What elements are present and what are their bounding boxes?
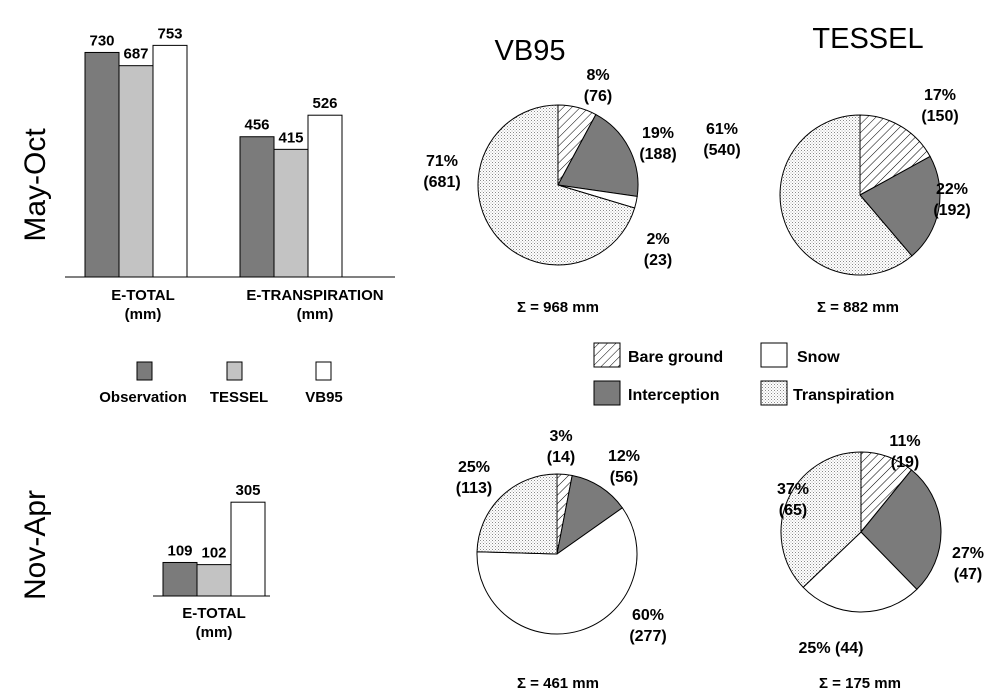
bar-value-label: 526: [312, 95, 337, 112]
bar-category-label: (mm): [196, 624, 233, 641]
pie-legend: Bare ground Snow Interception Transpirat…: [593, 342, 894, 406]
pie-slice-label: 19% (188): [639, 125, 676, 163]
bar-value-label: 305: [235, 482, 260, 499]
pie-slice-interception: [556, 474, 624, 556]
bar-category-label: E-TRANSPIRATION: [246, 287, 383, 304]
pie-slice-interception: [860, 469, 942, 591]
bar-value-label: 102: [201, 545, 226, 562]
pie-slice-label: 11% (19): [889, 433, 920, 471]
pie-title-tessel: TESSEL: [812, 23, 923, 55]
pie-tessel-may-oct: 17% (150) 22% (192) 61% (540): [703, 87, 971, 276]
legend-label-transpiration: Transpiration: [793, 387, 894, 404]
pie-vb95-nov-apr: 3% (14) 12% (56) 60% (277) 25% (113): [456, 428, 667, 645]
legend-swatch-vb95: [315, 361, 332, 381]
legend-swatch-snow: [760, 342, 788, 368]
bar-value-label: 730: [89, 32, 114, 49]
legend-swatch-observation: [136, 361, 153, 381]
bar-observation: [239, 136, 275, 278]
bar-chart-nov-apr: 109 102 305 E-TOTAL (mm): [153, 482, 270, 641]
pie-slice-bare-ground: [859, 114, 931, 196]
pie-slice-transpiration: [779, 114, 913, 276]
pie-total-vb95-nov-apr: Σ = 461 mm: [517, 675, 599, 689]
pie-slice-label: 22% (192): [933, 181, 970, 219]
bar-observation: [84, 51, 120, 278]
bar-chart-may-oct: 730 687 753 E-TOTAL (mm) 456 415 526 E-TRANSPIRA…: [65, 25, 395, 323]
pie-slice-label: 25% (113): [456, 459, 492, 497]
pie-slice-transpiration: [780, 451, 862, 588]
bar-category-label: E-TOTAL: [182, 605, 246, 622]
pie-total-vb95-may-oct: Σ = 968 mm: [517, 299, 599, 316]
bar-category-label: (mm): [125, 306, 162, 323]
pie-slice-label: 8% (76): [584, 67, 612, 105]
bar-legend: Observation TESSEL VB95: [99, 361, 343, 406]
legend-label-vb95: VB95: [305, 389, 343, 406]
pie-slice-label: 2% (23): [644, 231, 672, 269]
pie-slice-label: 71% (681): [423, 153, 460, 191]
bar-tessel: [118, 65, 154, 278]
bar-vb95: [152, 44, 188, 278]
bar-value-label: 753: [157, 25, 182, 42]
row-label-may-oct: May-Oct: [19, 128, 52, 242]
pie-slice-label: 27% (47): [952, 545, 984, 583]
pie-slice-label: 61% (540): [703, 121, 740, 159]
pie-slice-transpiration: [476, 473, 558, 555]
legend-label-bare-ground: Bare ground: [628, 349, 723, 366]
pie-total-tessel-may-oct: Σ = 882 mm: [817, 299, 899, 316]
pie-total-tessel-nov-apr: Σ = 175 mm: [819, 675, 901, 689]
legend-label-snow: Snow: [797, 349, 840, 366]
bar-category-label: (mm): [297, 306, 334, 323]
bar-tessel: [273, 148, 309, 278]
bar-value-label: 415: [278, 129, 303, 146]
legend-label-observation: Observation: [99, 389, 187, 406]
legend-swatch-bare-ground: [593, 342, 621, 368]
pie-slice-snow: [802, 531, 918, 613]
legend-swatch-interception: [593, 380, 621, 406]
bar-tessel: [196, 564, 232, 597]
bar-value-label: 109: [167, 542, 192, 559]
pie-slice-label: 25% (44): [799, 640, 864, 657]
bar-value-label: 687: [123, 46, 148, 63]
pie-tessel-nov-apr: 11% (19) 27% (47) 25% (44) 37% (65): [777, 433, 984, 657]
bar-value-label: 456: [244, 117, 269, 134]
row-label-nov-apr: Nov-Apr: [19, 490, 52, 600]
pie-slice-label: 12% (56): [608, 448, 640, 486]
pie-slice-snow: [476, 507, 638, 635]
bar-category-label: E-TOTAL: [111, 287, 175, 304]
bar-vb95: [307, 114, 343, 278]
legend-swatch-tessel: [226, 361, 243, 381]
pie-slice-label: 60% (277): [629, 607, 666, 645]
legend-label-tessel: TESSEL: [210, 389, 268, 406]
pie-slice-interception: [557, 113, 639, 197]
pie-slice-transpiration: [477, 104, 636, 266]
pie-slice-interception: [859, 155, 941, 257]
bar-vb95: [230, 501, 266, 597]
pie-title-vb95: VB95: [495, 35, 566, 67]
pie-vb95-may-oct: 8% (76) 19% (188) 2% (23) 71% (681): [423, 67, 676, 269]
legend-label-interception: Interception: [628, 387, 720, 404]
pie-slice-label: 17% (150): [921, 87, 958, 125]
legend-swatch-transpiration: [760, 380, 788, 406]
pie-slice-label: 37% (65): [777, 481, 809, 519]
bar-observation: [162, 561, 198, 597]
pie-slice-label: 3% (14): [547, 428, 575, 466]
